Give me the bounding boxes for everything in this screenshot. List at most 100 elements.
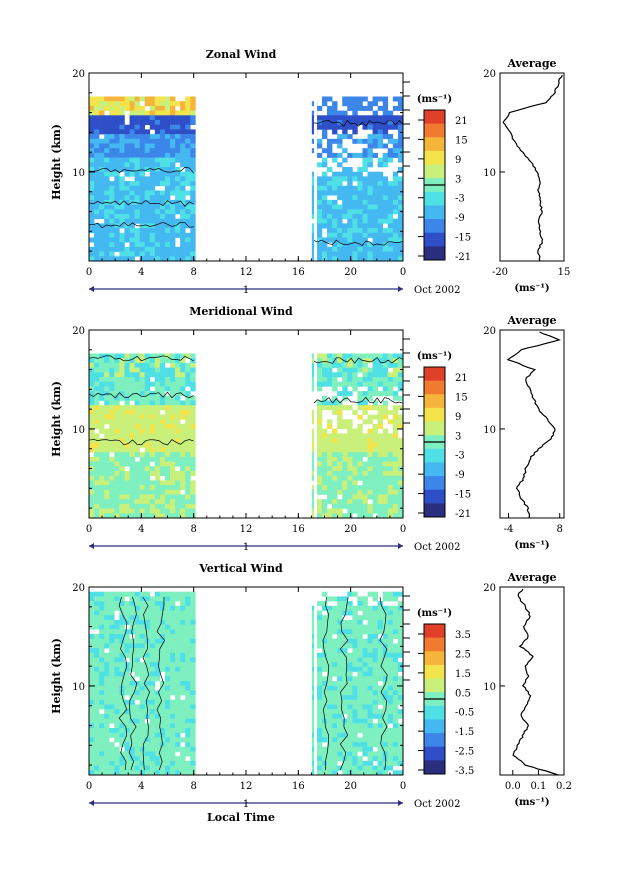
heatmap-cell xyxy=(124,251,130,257)
heatmap-cell xyxy=(377,508,384,514)
heatmap-cell xyxy=(352,256,358,262)
heatmap-cell xyxy=(372,615,378,621)
heatmap-cell xyxy=(134,728,140,733)
heatmap-cell xyxy=(347,643,353,649)
contour-line xyxy=(88,355,194,362)
heatmap-cell xyxy=(99,615,105,621)
heatmap-cell xyxy=(387,157,394,163)
heatmap-cell xyxy=(134,624,140,630)
heatmap-cell xyxy=(99,760,105,766)
heatmap-cell xyxy=(392,624,399,630)
heatmap-cell xyxy=(89,96,95,102)
heatmap-cell xyxy=(164,718,171,724)
heatmap-cell xyxy=(129,605,135,611)
heatmap-cell xyxy=(332,386,338,392)
heatmap-cell xyxy=(337,115,343,121)
heatmap-cell xyxy=(139,414,146,420)
heatmap-cell xyxy=(159,424,166,429)
heatmap-cell xyxy=(347,494,353,500)
heatmap-cell xyxy=(332,605,338,611)
heatmap-cell xyxy=(139,601,146,607)
heatmap-cell xyxy=(119,143,125,149)
heatmap-cell xyxy=(316,681,323,686)
heatmap-cell xyxy=(89,475,95,481)
heatmap-cell xyxy=(180,162,186,168)
heatmap-cell xyxy=(357,718,363,724)
heatmap-cell xyxy=(342,447,348,453)
heatmap-cell xyxy=(185,152,191,158)
heatmap-cell xyxy=(382,629,389,635)
heatmap-cell xyxy=(119,381,125,387)
heatmap-meridional xyxy=(89,330,404,519)
heatmap-cell xyxy=(134,513,140,519)
heatmap-cell xyxy=(170,124,176,130)
heatmap-cell xyxy=(316,475,323,481)
heatmap-cell xyxy=(134,115,140,121)
heatmap-cell xyxy=(397,666,404,672)
heatmap-cell xyxy=(337,452,343,458)
heatmap-cell xyxy=(387,742,394,748)
colorbar-tick-label: -21 xyxy=(455,252,471,263)
heatmap-cell xyxy=(367,695,373,701)
avg-y-tick-label: 20 xyxy=(483,326,496,337)
heatmap-cell xyxy=(185,676,191,682)
heatmap-cell xyxy=(94,176,100,182)
heatmap-cell xyxy=(392,405,399,411)
heatmap-cell xyxy=(159,414,166,420)
heatmap-cell xyxy=(104,718,110,724)
heatmap-cell xyxy=(109,732,115,738)
heatmap-cell xyxy=(185,110,191,116)
heatmap-cell xyxy=(124,666,130,672)
heatmap-cell xyxy=(89,718,95,724)
heatmap-cell xyxy=(175,610,181,616)
heatmap-cell xyxy=(154,619,161,625)
heatmap-cell xyxy=(99,605,105,611)
heatmap-cell xyxy=(104,475,110,481)
heatmap-cell xyxy=(332,199,338,205)
heatmap-cell xyxy=(154,199,161,205)
heatmap-cell xyxy=(149,765,156,771)
heatmap-cell xyxy=(94,138,100,144)
heatmap-cell xyxy=(114,629,120,635)
heatmap-cell xyxy=(94,232,100,238)
heatmap-cell xyxy=(190,742,196,748)
heatmap-cell xyxy=(387,503,394,509)
heatmap-cell xyxy=(316,461,323,467)
heatmap-cell xyxy=(159,596,166,602)
heatmap-cell xyxy=(337,728,343,733)
heatmap-cell xyxy=(94,167,100,172)
heatmap-cell xyxy=(347,619,353,625)
heatmap-cell xyxy=(129,681,135,686)
heatmap-cell xyxy=(382,185,389,191)
heatmap-cell xyxy=(89,395,95,401)
heatmap-cell xyxy=(124,723,130,729)
heatmap-cell xyxy=(124,171,130,177)
heatmap-cell xyxy=(316,105,323,111)
heatmap-cell xyxy=(134,209,140,215)
heatmap-cell xyxy=(397,737,404,743)
heatmap-cell xyxy=(352,204,358,210)
heatmap-cell xyxy=(372,143,378,149)
heatmap-cell xyxy=(124,386,130,392)
heatmap-cell xyxy=(175,671,181,677)
heatmap-cell xyxy=(99,105,105,111)
heatmap-cell xyxy=(190,433,196,439)
heatmap-cell xyxy=(321,176,328,182)
heatmap-cell xyxy=(129,624,135,630)
heatmap-cell xyxy=(134,181,140,187)
heatmap-cell xyxy=(321,242,328,248)
heatmap-cell xyxy=(139,704,146,710)
heatmap-cell xyxy=(170,438,176,444)
heatmap-cell xyxy=(104,195,110,201)
heatmap-cell xyxy=(109,760,115,766)
heatmap-cell xyxy=(327,377,333,382)
heatmap-cell xyxy=(382,662,389,668)
heatmap-cell xyxy=(321,405,328,411)
heatmap-cell xyxy=(170,713,176,719)
heatmap-cell xyxy=(109,209,115,215)
heatmap-cell xyxy=(327,400,333,406)
heatmap-cell xyxy=(104,237,110,243)
heatmap-cell xyxy=(170,499,176,505)
heatmap-cell xyxy=(327,648,333,654)
heatmap-cell xyxy=(316,629,323,635)
